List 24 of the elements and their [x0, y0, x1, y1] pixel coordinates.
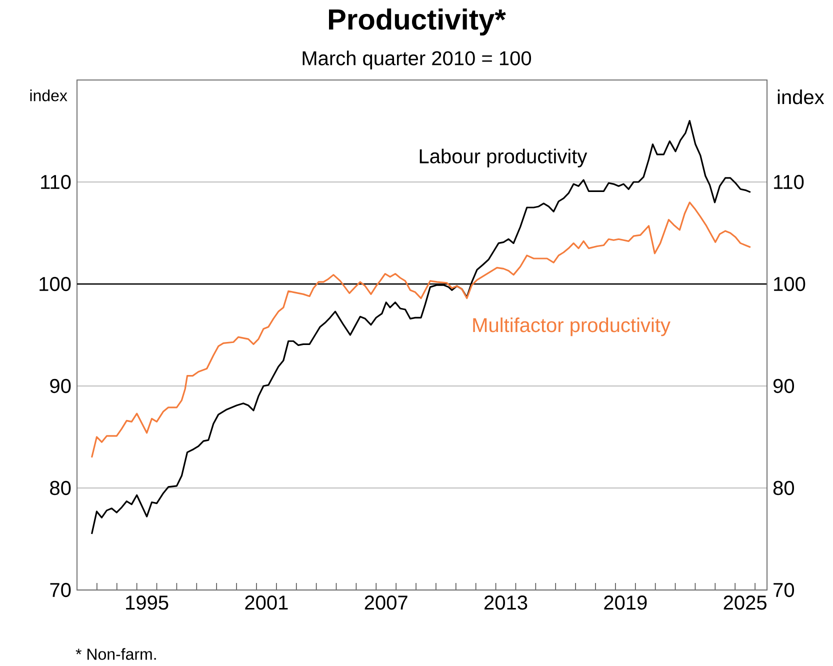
chart-subtitle: March quarter 2010 = 100: [302, 50, 532, 70]
text: * Non-farm.: [76, 648, 156, 660]
x-tick-label: 2007: [364, 596, 408, 610]
line-series: [90, 202, 752, 458]
series-label: Labour productivity: [420, 148, 588, 168]
y2-tick-label: 100: [774, 276, 806, 292]
chart-title: Productivity*: [329, 8, 506, 36]
series-label: Multifactor productivity: [473, 318, 670, 336]
x-tick-label: 2019: [604, 596, 647, 610]
y-axis-title: index: [30, 90, 68, 102]
y-tick-label: 90: [50, 378, 71, 394]
y-tick-label: 100: [40, 276, 71, 292]
x-tick-label: 2001: [245, 596, 288, 610]
x-tick-label: 1995: [126, 596, 168, 610]
y2-tick-label: 80: [773, 480, 794, 496]
x-tick-label: 2025: [724, 596, 766, 610]
y-tick-label: 80: [50, 480, 71, 496]
y-tick-label: 70: [50, 582, 71, 598]
y2-tick-label: 70: [774, 582, 794, 598]
y-tick-label: 110: [41, 174, 71, 190]
x-tick-label: 2013: [484, 596, 528, 610]
y2-tick-label: 90: [773, 378, 794, 394]
y2-tick-label: 110: [774, 174, 804, 190]
y2-axis-title: index: [778, 90, 824, 104]
